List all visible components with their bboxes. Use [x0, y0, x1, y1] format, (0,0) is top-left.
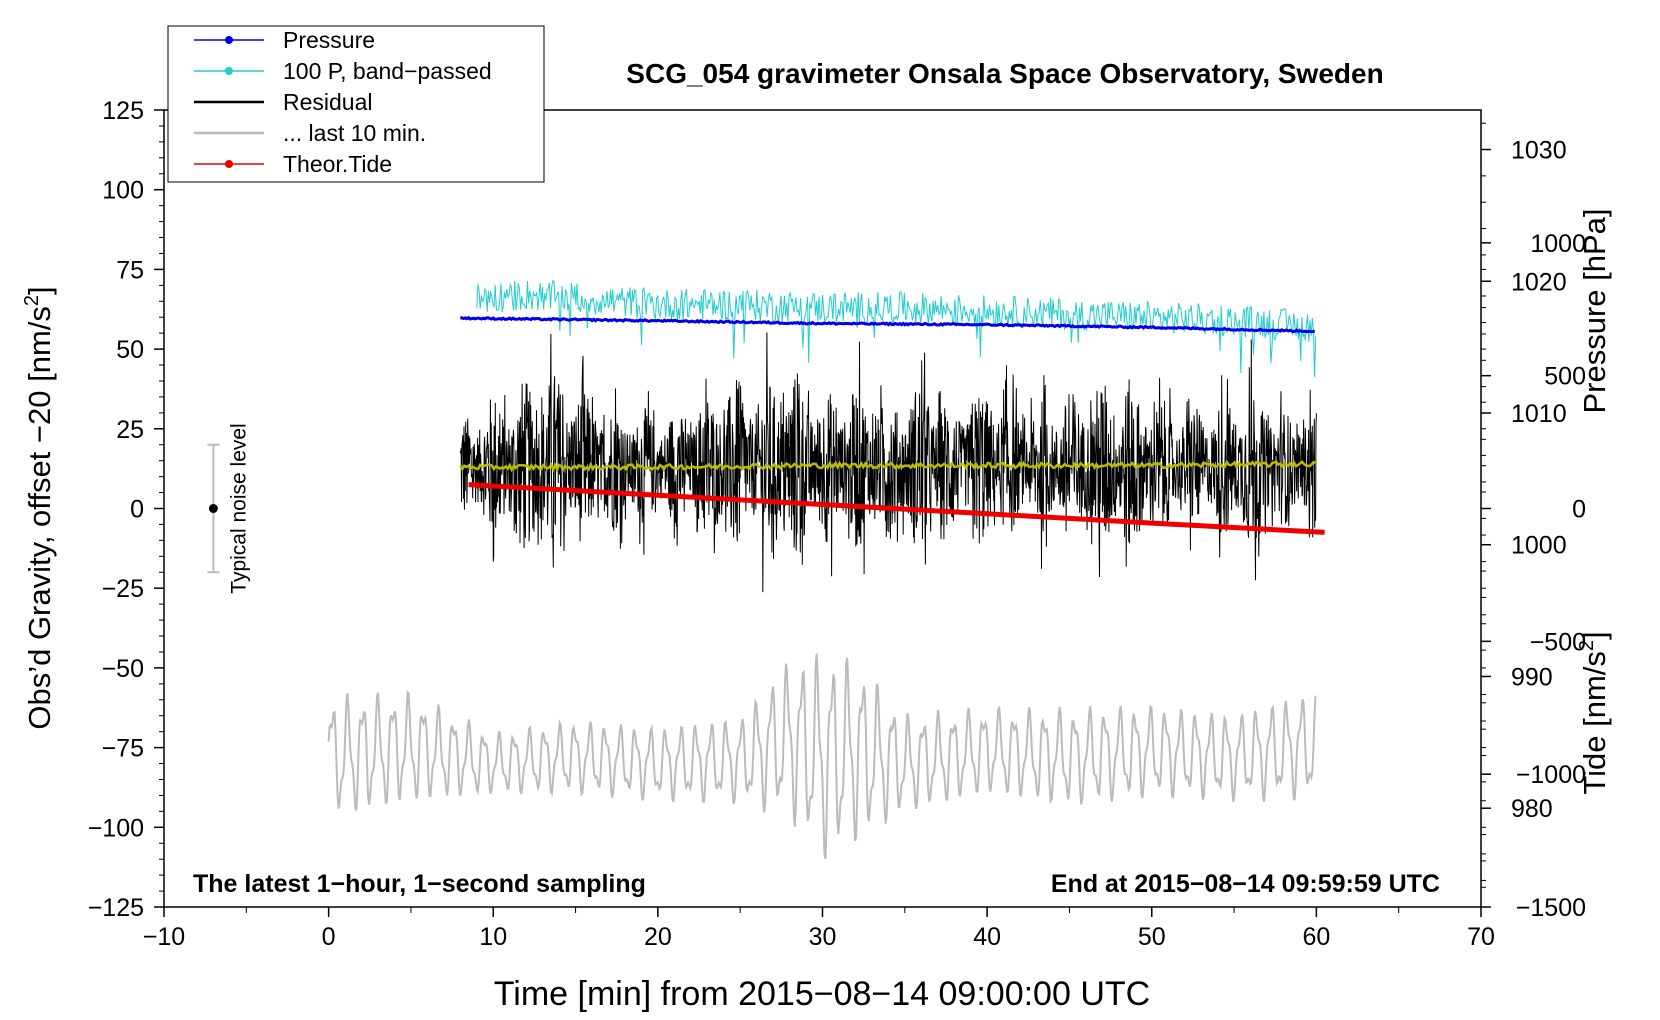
y-axis-label-left-close: ] — [22, 286, 57, 295]
chart-title: SCG_054 gravimeter Onsala Space Observat… — [626, 58, 1383, 89]
legend-marker — [225, 36, 233, 44]
tide-tick-label: −1500 — [1516, 894, 1586, 922]
x-tick-label: 50 — [1138, 923, 1166, 951]
tide-tick-label: −1000 — [1516, 761, 1586, 789]
tide-tick-label: 1000 — [1530, 230, 1586, 258]
y-tick-label: −125 — [88, 894, 144, 922]
series-100p-band-passed — [476, 280, 1317, 378]
x-tick-label: 30 — [809, 923, 837, 951]
y-axis-label-tide-main: Tide [nm/s — [1577, 651, 1612, 795]
series-residual — [459, 332, 1317, 593]
y-tick-label: 75 — [116, 256, 144, 284]
legend-label: Pressure — [283, 27, 375, 53]
y-axis-label-pressure: Pressure [hPa] — [1577, 208, 1612, 413]
noise-bar-point — [208, 504, 218, 513]
y-tick-label: 100 — [102, 177, 144, 205]
pressure-tick-label: 1000 — [1511, 532, 1567, 560]
legend-marker — [225, 67, 233, 75]
pressure-tick-label: 990 — [1511, 663, 1553, 691]
legend-label: 100 P, band−passed — [283, 58, 492, 84]
y-tick-label: 50 — [116, 336, 144, 364]
series-last-10-min — [327, 653, 1317, 860]
y-axis-label-tide-close: ] — [1577, 631, 1612, 640]
x-tick-label: 20 — [644, 923, 672, 951]
legend: Pressure 100 P, band−passed Residual ... la… — [167, 25, 545, 183]
series-residual-mean — [459, 459, 1317, 473]
x-tick-label: 70 — [1467, 923, 1495, 951]
pressure-tick-label: 1010 — [1511, 400, 1567, 428]
legend-label: ... last 10 min. — [283, 120, 426, 146]
y-tick-label: −50 — [102, 655, 144, 683]
x-tick-label: 60 — [1302, 923, 1330, 951]
y-tick-label: 0 — [130, 496, 144, 524]
noise-bar-label: Typical noise level — [227, 423, 250, 593]
pressure-tick-label: 1030 — [1511, 137, 1567, 165]
tide-tick-label: 0 — [1572, 496, 1586, 524]
annotation-left: The latest 1−hour, 1−second sampling — [193, 870, 646, 898]
pressure-tick-label: 980 — [1511, 795, 1553, 823]
y-axis-label-left-sup: 2 — [21, 295, 43, 306]
x-tick-label: 0 — [322, 923, 336, 951]
series-layer — [327, 280, 1325, 860]
x-axis-label: Time [min] from 2015−08−14 09:00:00 UTC — [494, 975, 1150, 1013]
pressure-tick-label: 1020 — [1511, 268, 1567, 296]
y-axis-label-left: Obs’d Gravity, offset −20 [nm/s2] — [21, 286, 57, 729]
y-tick-label: −100 — [88, 814, 144, 842]
x-tick-label: −10 — [143, 923, 185, 951]
noise-bar: Typical noise level — [207, 423, 250, 594]
ticks-layer: −10 0 10 20 30 40 50 60 701251007550250−25−50−75… — [88, 97, 1586, 951]
tide-tick-label: 500 — [1544, 363, 1586, 391]
x-tick-label: 40 — [973, 923, 1001, 951]
series-pressure — [460, 315, 1316, 334]
legend-label: Residual — [283, 89, 373, 115]
legend-label: Theor.Tide — [283, 151, 392, 177]
y-axis-label-tide-sup: 2 — [1576, 640, 1598, 651]
y-tick-label: −25 — [102, 575, 144, 603]
x-tick-label: 10 — [479, 923, 507, 951]
y-tick-label: 25 — [116, 416, 144, 444]
y-axis-label-tide: Tide [nm/s2] — [1576, 631, 1612, 794]
y-tick-label: 125 — [102, 97, 144, 125]
legend-entries: Pressure 100 P, band−passed Residual ... la… — [194, 27, 492, 177]
legend-box — [167, 25, 545, 183]
y-axis-label-left-main: Obs’d Gravity, offset −20 [nm/s — [22, 306, 57, 730]
annotation-right: End at 2015−08−14 09:59:59 UTC — [1051, 870, 1440, 898]
y-tick-label: −75 — [102, 735, 144, 763]
legend-marker — [225, 160, 233, 168]
tide-tick-label: −500 — [1530, 628, 1586, 656]
series-theor-tide — [468, 482, 1325, 535]
